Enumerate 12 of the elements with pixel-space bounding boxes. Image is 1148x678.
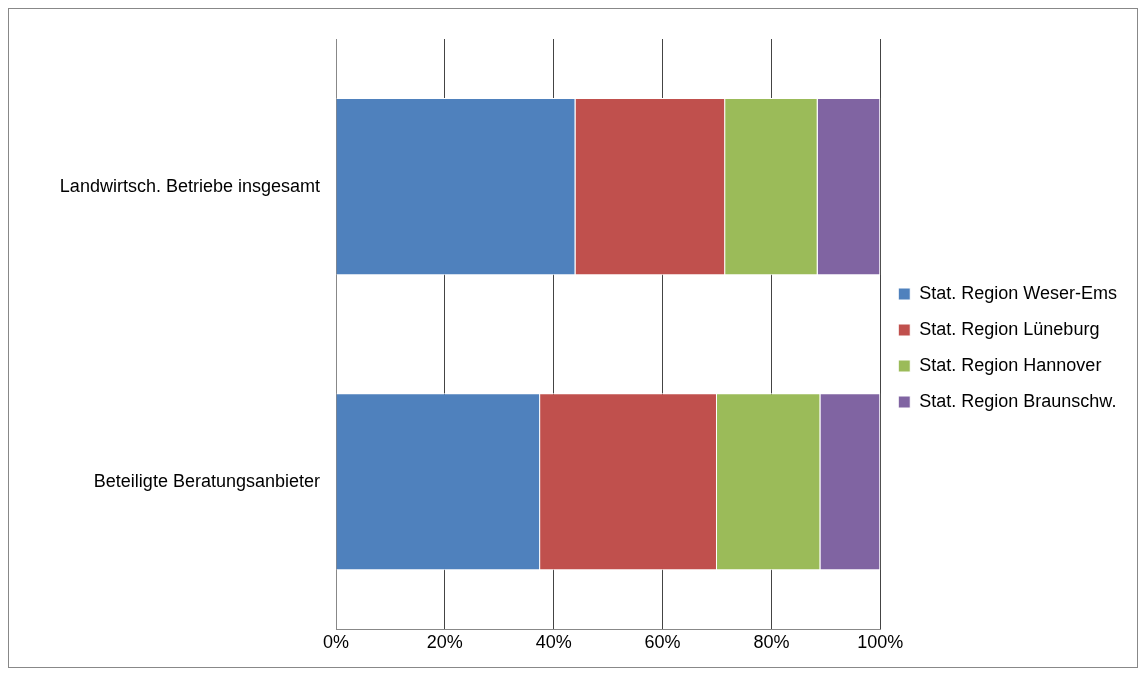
legend-label: Stat. Region Weser-Ems <box>919 282 1118 303</box>
legend-label: Stat. Region Hannover <box>919 354 1102 375</box>
x-tick-label: 40% <box>535 632 572 653</box>
x-tick-label: 80% <box>753 632 790 653</box>
x-tick-label: 20% <box>426 632 463 653</box>
x-tick-label: 0% <box>322 632 350 653</box>
y-tick-label: Landwirtsch. Betriebe insgesamt <box>59 175 320 196</box>
x-tick-label: 60% <box>644 632 681 653</box>
y-tick-label: Beteiligte Beratungsanbieter <box>93 470 320 491</box>
legend-label: Stat. Region Braunschw. <box>919 390 1117 411</box>
x-tick-label: 100% <box>857 632 904 653</box>
legend-label: Stat. Region Lüneburg <box>919 318 1100 339</box>
